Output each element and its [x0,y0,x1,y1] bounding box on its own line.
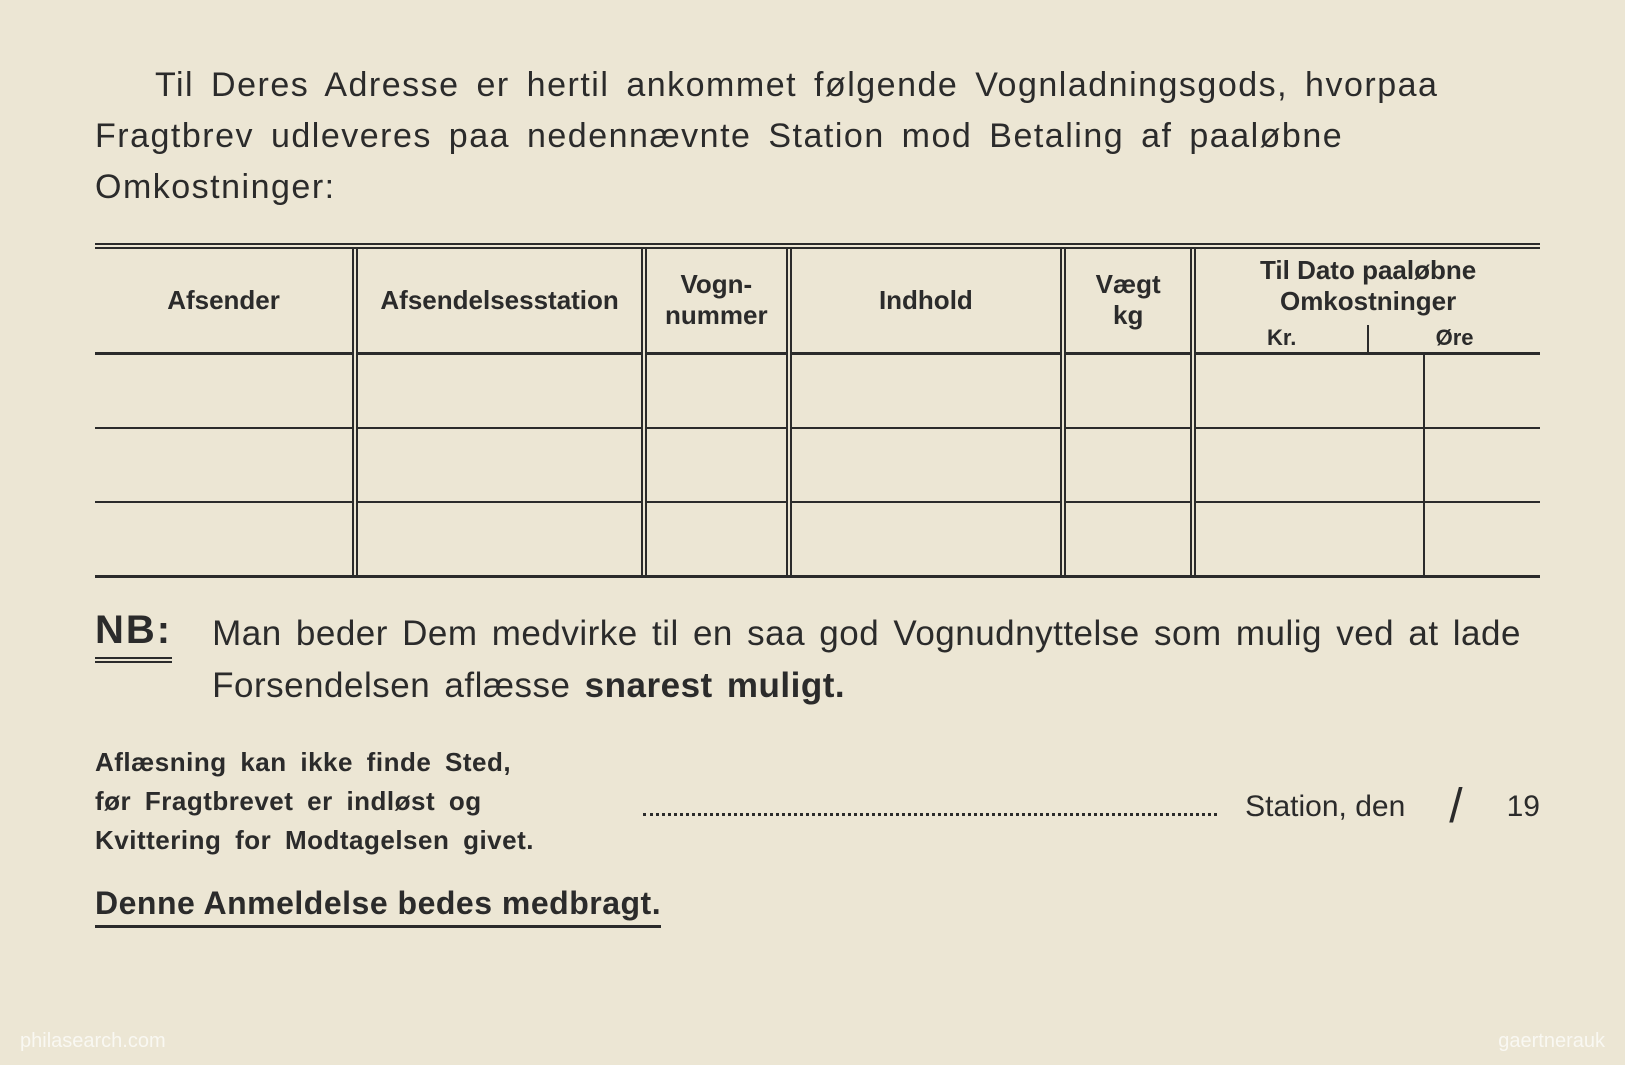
lower-section: Aflæsning kan ikke finde Sted, før Fragt… [95,743,1540,860]
bring-notice: Denne Anmeldelse bedes medbragt. [95,885,661,928]
freight-table: Afsender Afsendelsesstation Vogn- nummer… [95,249,1540,575]
table-row [95,502,1540,575]
nb-label: NB: [95,608,172,663]
station-fill-line [643,789,1217,816]
freight-table-container: Afsender Afsendelsesstation Vogn- nummer… [95,243,1540,578]
freight-notice-card: Til Deres Adresse er hertil ankommet føl… [0,0,1625,1065]
col-indhold: Indhold [789,249,1064,353]
nb-text: Man beder Dem medvirke til en saa god Vo… [212,608,1540,713]
col-afsender: Afsender [95,249,355,353]
watermark-right: gaertnerauk [1498,1030,1605,1053]
station-label: Station, den [1245,790,1405,824]
col-afsendelsesstation: Afsendelsesstation [355,249,644,353]
col-ore: Øre [1369,325,1540,351]
col-kr: Kr. [1196,325,1369,351]
year-prefix: 19 [1507,790,1540,824]
nb-notice: NB: Man beder Dem medvirke til en saa go… [95,608,1540,713]
table-row [95,353,1540,428]
unloading-notice: Aflæsning kan ikke finde Sted, før Fragt… [95,743,615,860]
col-omkostninger: Til Dato paaløbne Omkostninger Kr. Øre [1193,249,1540,353]
intro-text: Til Deres Adresse er hertil ankommet føl… [95,60,1540,213]
col-vaegt: Vægt kg [1063,249,1193,353]
col-vognnummer: Vogn- nummer [644,249,789,353]
date-slash: / [1449,779,1462,834]
watermark-left: philasearch.com [20,1030,166,1053]
station-date-line: Station, den / 19 [615,773,1540,828]
table-row [95,428,1540,502]
